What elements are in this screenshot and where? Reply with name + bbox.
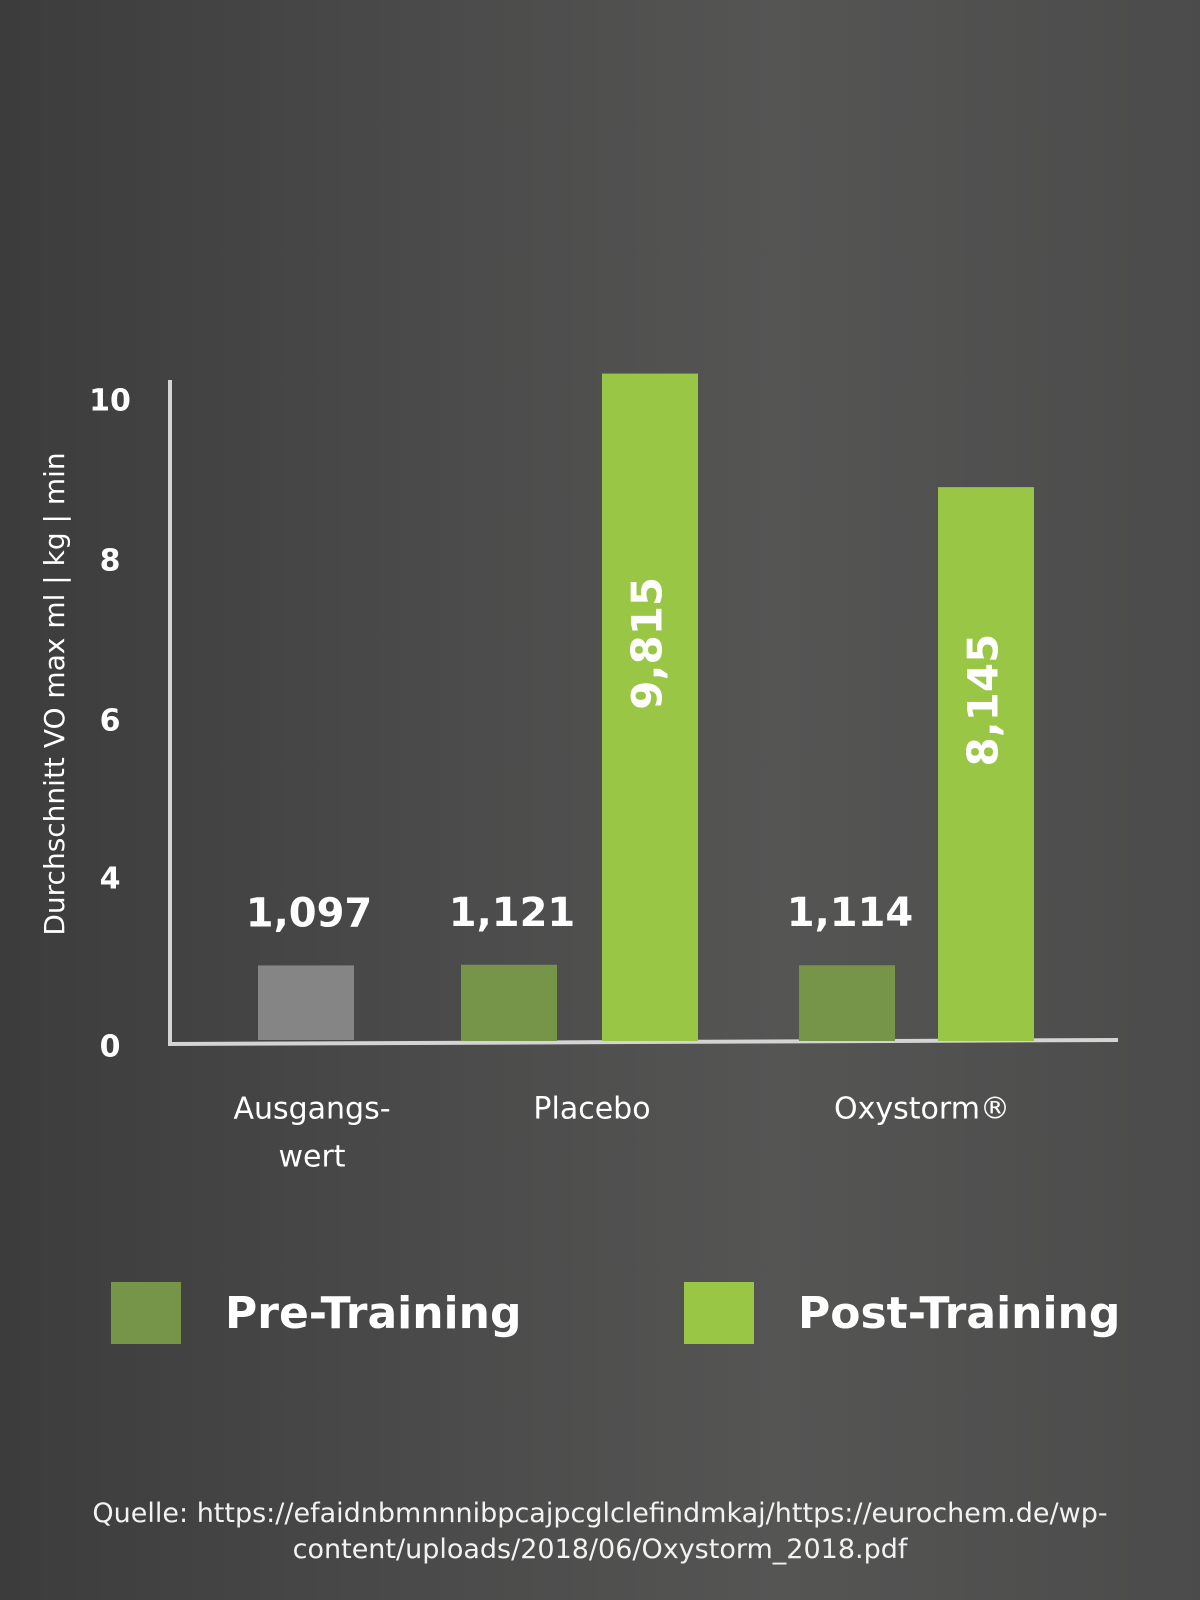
x-tick-label-placebo: Placebo	[533, 1092, 650, 1127]
y-tick-label-0: 0	[100, 1030, 121, 1065]
bar-chart: 0 4 6 8 10 Durchschnitt VO max ml | kg | min 1…	[38, 373, 1119, 1175]
legend-swatch-pre-training	[111, 1282, 181, 1344]
bar-ausgangswert-pre	[258, 965, 354, 1040]
bar-oxystorm-pre	[799, 965, 895, 1041]
data-label-oxystorm-pre: 1,114	[787, 890, 914, 936]
data-label-oxystorm-post: 8,145	[959, 634, 1008, 767]
y-tick-label-10: 10	[89, 384, 131, 419]
legend-swatch-post-training	[684, 1282, 754, 1344]
legend-label-pre-training: Pre-Training	[225, 1287, 522, 1339]
source-line-2: content/uploads/2018/06/Oxystorm_2018.pd…	[292, 1534, 908, 1565]
legend-item-pre-training: Pre-Training	[111, 1282, 521, 1344]
y-tick-label-6: 6	[100, 704, 121, 739]
x-tick-label-ausgangswert-line2: wert	[278, 1140, 345, 1175]
y-axis-title: Durchschnitt VO max ml | kg | min	[38, 452, 71, 935]
data-label-placebo-post: 9,815	[623, 577, 672, 710]
x-tick-label-oxystorm: Oxystorm®	[834, 1092, 1010, 1127]
source-line-1: Quelle: https://efaidnbmnnnibpcajpcglcle…	[92, 1498, 1108, 1529]
y-tick-label-4: 4	[100, 862, 121, 897]
source-citation: Quelle: https://efaidnbmnnnibpcajpcglcle…	[40, 1496, 1160, 1568]
data-label-ausgangswert-pre: 1,097	[246, 890, 373, 936]
bar-placebo-post	[602, 373, 698, 1042]
x-tick-label-ausgangswert-line1: Ausgangs-	[233, 1092, 390, 1127]
bar-oxystorm-post	[938, 487, 1034, 1041]
data-label-placebo-pre: 1,121	[449, 890, 576, 936]
legend-label-post-training: Post-Training	[798, 1287, 1121, 1339]
bar-placebo-pre	[461, 964, 557, 1041]
y-tick-label-8: 8	[100, 544, 121, 579]
legend-item-post-training: Post-Training	[684, 1282, 1120, 1344]
